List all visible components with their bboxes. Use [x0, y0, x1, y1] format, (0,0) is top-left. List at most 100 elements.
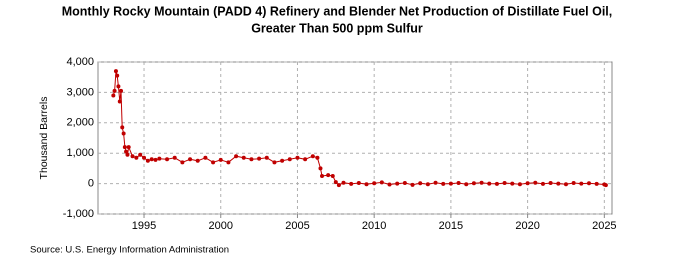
data-line — [112, 70, 607, 186]
data-point — [130, 154, 135, 159]
data-point — [138, 152, 143, 157]
data-point — [579, 181, 584, 186]
data-point — [320, 174, 325, 178]
data-point — [264, 155, 269, 160]
data-point — [364, 182, 369, 187]
data-point — [257, 156, 262, 161]
x-tick-label: 2000 — [209, 220, 233, 232]
y-tick-label: 4,000 — [66, 56, 94, 68]
data-point — [310, 154, 315, 159]
data-point — [116, 84, 121, 89]
data-point — [226, 160, 231, 165]
data-point — [425, 182, 430, 187]
data-point — [494, 181, 499, 186]
data-point — [126, 145, 131, 150]
chart-title: Greater Than 500 ppm Sulfur — [251, 21, 423, 35]
data-point — [195, 158, 200, 163]
data-point — [333, 180, 338, 185]
x-tick-label: 2010 — [362, 220, 386, 232]
data-point — [418, 181, 423, 186]
y-tick-label: 1,000 — [66, 147, 94, 159]
data-point — [234, 154, 239, 159]
data-point — [356, 180, 361, 185]
data-point — [188, 157, 193, 162]
data-point — [517, 182, 522, 187]
data-point — [318, 166, 323, 171]
data-point — [594, 181, 599, 186]
data-point — [448, 181, 453, 186]
data-point — [540, 181, 545, 186]
plot-frame — [97, 61, 613, 215]
data-point — [563, 182, 568, 187]
data-point — [120, 125, 125, 130]
data-point — [464, 182, 469, 187]
data-point — [125, 152, 130, 157]
data-point — [115, 73, 120, 78]
data-point — [303, 157, 308, 162]
y-tick-label: 2,000 — [66, 117, 94, 129]
data-point — [433, 180, 438, 185]
data-point — [336, 183, 341, 188]
data-point — [203, 155, 208, 160]
data-point — [525, 181, 530, 186]
data-point — [533, 180, 538, 185]
data-point — [556, 181, 561, 186]
data-point — [395, 181, 400, 186]
data-point — [272, 160, 277, 165]
data-point — [410, 182, 415, 187]
x-tick-label: 2005 — [285, 220, 309, 232]
data-point — [165, 157, 170, 162]
data-point — [341, 180, 346, 185]
source: Source: U.S. Energy Information Administ… — [30, 245, 229, 256]
data-point — [372, 181, 377, 186]
data-point — [218, 157, 223, 162]
data-point — [111, 93, 116, 98]
data-point — [249, 157, 254, 162]
data-point — [571, 180, 576, 185]
y-tick-label: 3,000 — [66, 86, 94, 98]
data-point — [142, 155, 147, 160]
data-point — [349, 181, 354, 186]
data-point — [295, 155, 300, 160]
data-point — [603, 183, 608, 188]
data-point — [119, 88, 124, 93]
y-tick-label: -1,000 — [63, 208, 94, 220]
data-point — [149, 157, 154, 162]
chart-title: Monthly Rocky Mountain (PADD 4) Refinery… — [62, 4, 613, 18]
data-point — [471, 181, 476, 186]
data-point — [113, 69, 118, 74]
y-tick-label: 0 — [88, 178, 94, 190]
data-point — [502, 180, 507, 185]
data-point — [456, 180, 461, 185]
data-point — [330, 174, 335, 178]
data-point — [121, 131, 126, 136]
data-point — [157, 156, 162, 161]
x-tick-label: 2020 — [515, 220, 539, 232]
y-axis-label: Thousand Barrels — [38, 97, 50, 180]
data-point — [479, 180, 484, 185]
data-point — [379, 180, 384, 185]
x-tick-label: 2015 — [439, 220, 463, 232]
data-point — [487, 181, 492, 186]
data-point — [172, 155, 177, 160]
x-tick-label: 1995 — [132, 220, 156, 232]
data-point — [153, 157, 158, 162]
data-point — [145, 158, 150, 163]
data-point — [211, 160, 216, 165]
x-tick-label: 2025 — [592, 220, 616, 232]
data-point — [134, 155, 139, 160]
data-point — [402, 180, 407, 185]
data-point — [124, 149, 129, 154]
data-point — [112, 88, 117, 93]
data-point — [326, 173, 331, 178]
data-point — [180, 160, 185, 165]
data-point — [287, 157, 292, 162]
data-point — [510, 181, 515, 186]
data-point — [548, 180, 553, 185]
data-point — [387, 182, 392, 187]
data-point — [280, 158, 285, 163]
data-point — [441, 181, 446, 186]
data-point — [122, 145, 127, 150]
data-point — [315, 155, 320, 160]
